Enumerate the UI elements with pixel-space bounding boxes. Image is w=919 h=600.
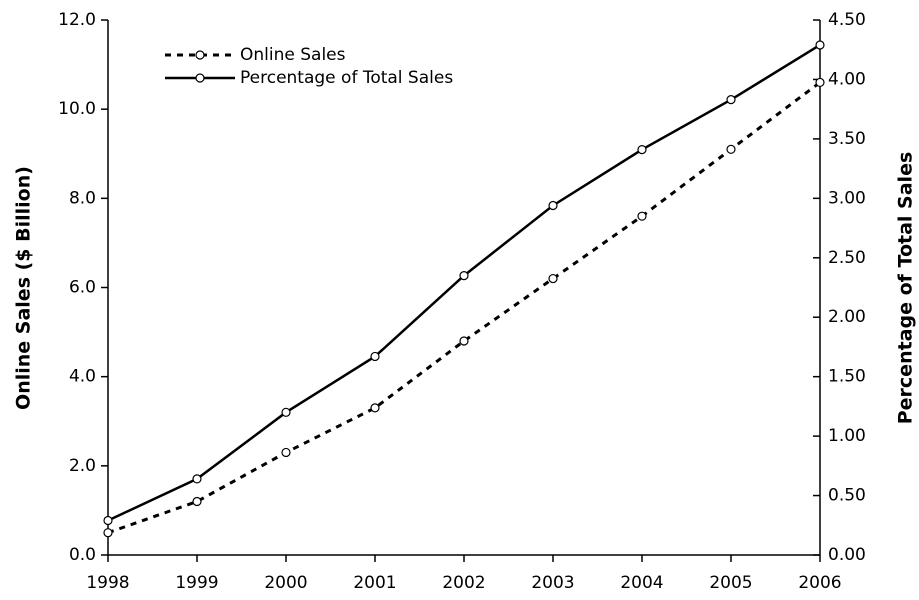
x-tick-label: 2005 — [709, 573, 752, 593]
point — [637, 144, 647, 155]
y-tick-label: 12.0 — [58, 10, 96, 30]
y-tick-label: 8.0 — [69, 188, 96, 208]
point — [281, 447, 291, 458]
series-line — [107, 81, 821, 535]
y-tick-label: 6.0 — [69, 278, 96, 298]
y2-tick-label: 4.00 — [828, 69, 866, 89]
legend-marker — [195, 50, 205, 60]
y2-tick-label: 1.00 — [828, 426, 866, 446]
y2-tick-label: 0.50 — [828, 486, 866, 506]
y2-tick-label: 3.00 — [828, 188, 866, 208]
point — [548, 273, 558, 284]
x-tick-label: 1999 — [175, 573, 218, 593]
point — [281, 407, 291, 417]
y2-tick-label: 2.00 — [828, 307, 866, 327]
y2-tick-label: 1.50 — [828, 367, 866, 387]
point — [726, 144, 736, 154]
y-axis-title: Online Sales ($ Billion) — [13, 166, 35, 410]
y2-axis-title: Percentage of Total Sales — [895, 152, 917, 425]
x-tick-label: 2002 — [442, 573, 485, 593]
y-tick-label: 10.0 — [58, 99, 96, 119]
y2-tick-label: 2.50 — [828, 248, 866, 268]
point — [459, 271, 469, 281]
x-tick-label: 1998 — [86, 573, 129, 593]
point — [548, 200, 558, 211]
x-tick-label: 2004 — [620, 573, 663, 593]
y2-tick-label: 3.50 — [828, 129, 866, 149]
point — [103, 515, 113, 526]
y-tick-label: 4.0 — [69, 367, 96, 387]
y-tick-label: 0.0 — [69, 545, 96, 565]
point — [815, 40, 825, 50]
x-tick-label: 2006 — [798, 573, 841, 593]
x-tick-label: 2001 — [353, 573, 396, 593]
point — [815, 77, 825, 88]
y2-tick-label: 0.00 — [828, 545, 866, 565]
legend-label: Percentage of Total Sales — [240, 68, 453, 88]
series-line — [107, 43, 821, 522]
x-tick-label: 2003 — [531, 573, 574, 593]
y-tick-label: 2.0 — [69, 456, 96, 476]
point — [370, 403, 380, 413]
legend-label: Online Sales — [240, 45, 346, 65]
x-tick-label: 2000 — [264, 573, 307, 593]
point — [459, 336, 469, 346]
point — [103, 528, 113, 538]
legend-marker — [195, 73, 205, 83]
point — [637, 211, 647, 221]
point — [192, 474, 202, 484]
point — [192, 496, 202, 507]
y2-tick-label: 4.50 — [828, 10, 866, 30]
point — [370, 351, 380, 362]
point — [726, 95, 736, 105]
